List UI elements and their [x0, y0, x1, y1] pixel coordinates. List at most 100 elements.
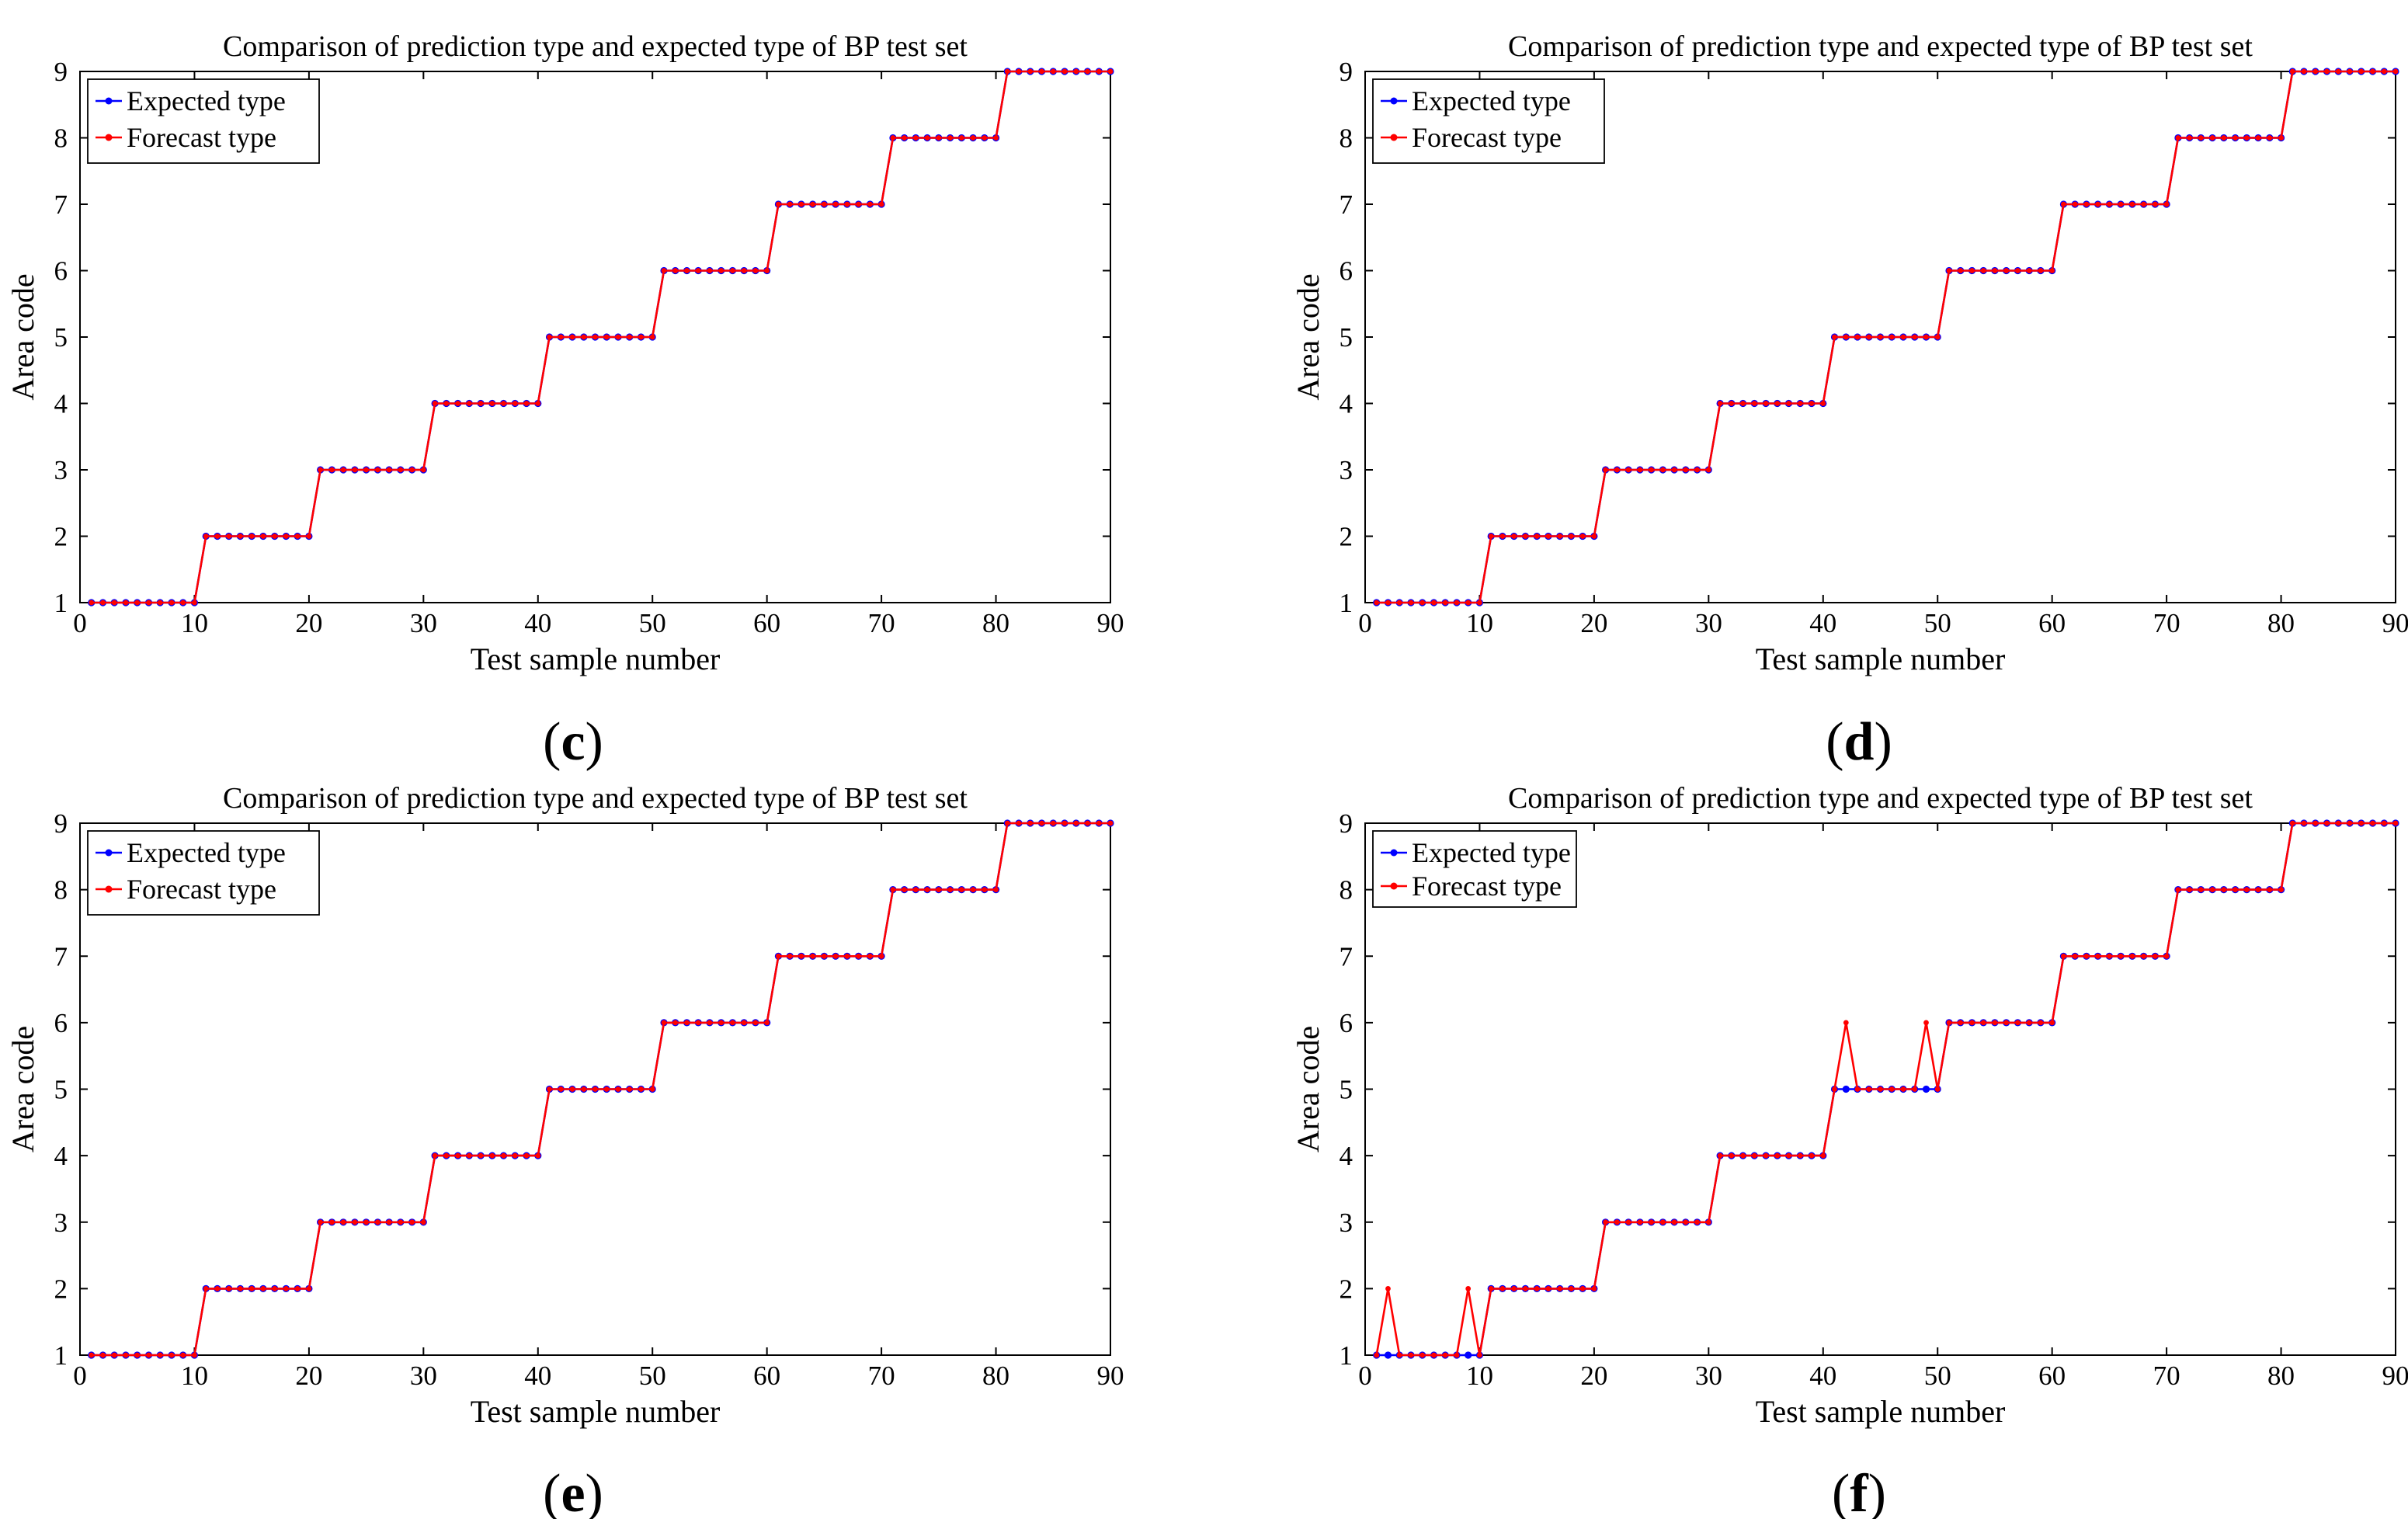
data-point-forecast [1660, 467, 1666, 473]
legend-label-expected: Expected type [127, 837, 286, 868]
data-point-forecast [695, 1020, 701, 1026]
data-point-forecast [409, 467, 415, 473]
data-point-forecast [1980, 1020, 1986, 1026]
chart-title: Comparison of prediction type and expect… [1508, 782, 2253, 815]
legend-box [87, 78, 320, 164]
data-point-forecast [2129, 201, 2135, 207]
chart-panel-f: Comparison of prediction type and expect… [1291, 782, 2408, 1429]
data-point-forecast [489, 1152, 495, 1159]
data-point-forecast [1419, 1352, 1426, 1358]
legend-marker-expected [105, 849, 113, 857]
data-point-forecast [1385, 1286, 1391, 1291]
data-point-forecast [558, 334, 564, 340]
data-point-forecast [1637, 1219, 1643, 1225]
data-point-forecast [1980, 268, 1986, 273]
y-axis-label: Area code [1291, 1026, 1326, 1152]
data-point-forecast [752, 268, 759, 273]
legend-label-forecast: Forecast type [1412, 871, 1562, 902]
data-point-forecast [1004, 68, 1010, 75]
data-point-forecast [1569, 534, 1574, 539]
data-point-forecast [2370, 68, 2375, 75]
data-point-forecast [1878, 1086, 1883, 1092]
data-point-forecast [294, 534, 301, 539]
data-point-forecast [1683, 1219, 1689, 1225]
y-tick-label: 2 [1340, 522, 1353, 552]
data-point-forecast [1866, 334, 1872, 340]
data-point-forecast [776, 953, 781, 959]
y-tick-label: 7 [1340, 941, 1353, 972]
y-tick-label: 5 [1340, 1075, 1353, 1105]
data-point-forecast [970, 887, 976, 892]
data-point-forecast [111, 600, 117, 606]
data-point-forecast [2392, 68, 2399, 75]
data-point-forecast [1039, 68, 1044, 75]
data-point-forecast [1374, 1352, 1380, 1358]
data-point-forecast [822, 201, 827, 207]
data-point-forecast [318, 1219, 323, 1225]
data-point-forecast [2347, 68, 2353, 75]
data-point-forecast [226, 534, 232, 539]
data-point-forecast [535, 401, 541, 406]
x-axis-label: Test sample number [471, 641, 721, 676]
data-point-forecast [1969, 268, 1975, 273]
x-tick-label: 0 [73, 608, 87, 638]
data-point-forecast [1946, 268, 1952, 273]
data-point-forecast [695, 268, 701, 273]
legend-marker-forecast [1390, 882, 1398, 890]
x-tick-label: 70 [2153, 608, 2180, 638]
data-point-forecast [569, 1086, 575, 1092]
data-point-forecast [1385, 600, 1391, 606]
data-point-forecast [2118, 953, 2124, 959]
data-point-forecast [2026, 268, 2032, 273]
data-point-forecast [1511, 534, 1517, 539]
data-point-forecast [1073, 68, 1079, 75]
data-point-forecast [1107, 820, 1114, 826]
data-point-forecast [2312, 68, 2319, 75]
data-point-forecast [478, 1152, 484, 1159]
data-point-forecast [501, 401, 506, 406]
data-point-forecast [478, 401, 484, 406]
x-tick-label: 60 [2038, 1361, 2066, 1391]
data-point-forecast [1694, 467, 1701, 473]
legend-marker-forecast [105, 134, 113, 141]
chart-title: Comparison of prediction type and expect… [1508, 30, 2253, 63]
data-point-forecast [2015, 268, 2021, 273]
y-tick-label: 8 [1340, 875, 1353, 905]
data-point-forecast [627, 1086, 633, 1092]
y-tick-label: 8 [54, 123, 68, 154]
data-point-forecast [661, 1020, 667, 1026]
data-point-forecast [867, 953, 873, 959]
data-point-forecast [2381, 68, 2387, 75]
x-tick-label: 20 [1580, 1361, 1607, 1391]
x-tick-label: 80 [2267, 608, 2295, 638]
data-point-forecast [1786, 401, 1791, 406]
data-point-forecast [260, 534, 266, 539]
data-point-forecast [1408, 1352, 1414, 1358]
data-point-forecast [1797, 401, 1803, 406]
data-point-forecast [822, 953, 827, 959]
data-point-forecast [352, 467, 358, 473]
y-tick-label: 7 [1340, 189, 1353, 220]
data-point-forecast [936, 887, 942, 892]
legend-label-expected: Expected type [1412, 837, 1571, 868]
data-point-forecast [1499, 1286, 1506, 1291]
data-point-forecast [375, 467, 380, 473]
data-point-forecast [1545, 534, 1551, 539]
data-point-forecast [902, 135, 907, 141]
data-point-forecast [1832, 334, 1837, 340]
data-point-forecast [226, 1286, 232, 1291]
data-point-forecast [1820, 401, 1826, 406]
data-point-forecast [1889, 334, 1895, 340]
x-tick-label: 10 [1466, 1361, 1493, 1391]
x-tick-label: 30 [410, 608, 437, 638]
data-point-forecast [707, 1020, 713, 1026]
data-point-forecast [2026, 1020, 2032, 1026]
data-point-forecast [1431, 1352, 1437, 1358]
panel-label-e: (e) [543, 1464, 603, 1519]
data-point-forecast [1096, 68, 1102, 75]
data-point-forecast [890, 135, 896, 141]
data-point-forecast [1717, 401, 1723, 406]
data-point-forecast [2267, 887, 2273, 892]
y-tick-label: 3 [1340, 1208, 1353, 1238]
